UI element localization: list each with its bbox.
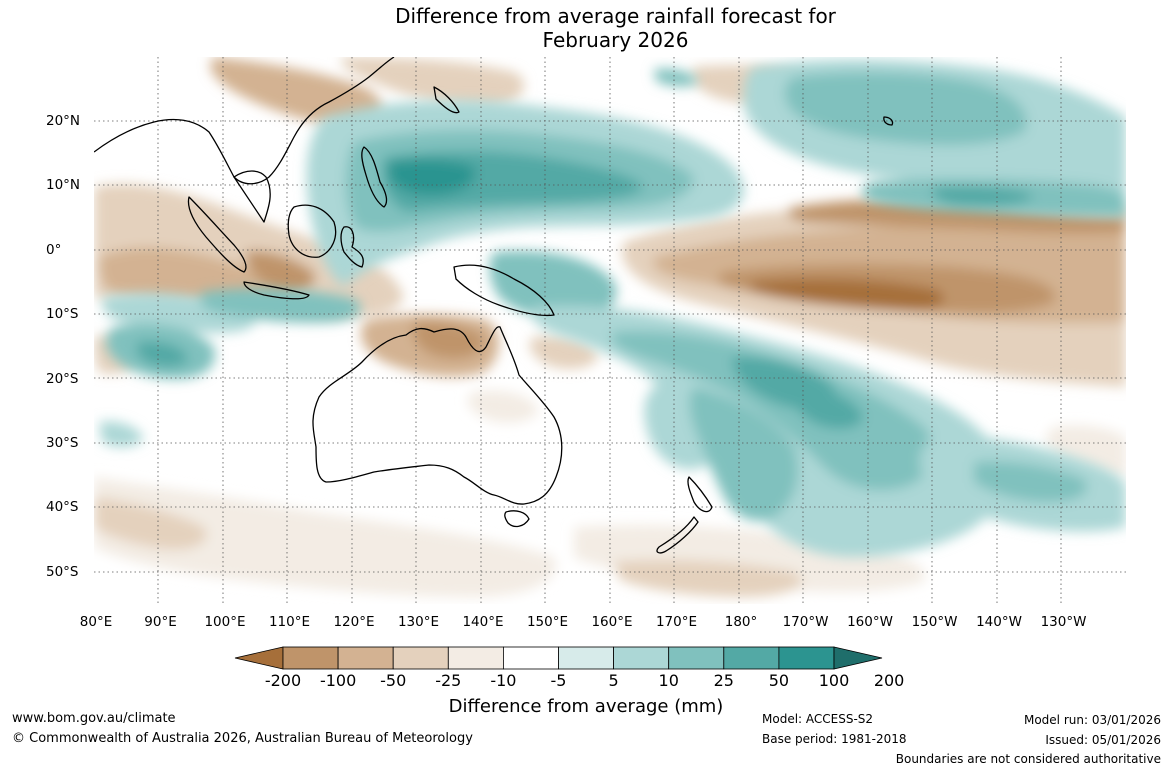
colorbar-tick-label: 100 [818, 671, 850, 690]
latitude-label: 20°N [46, 113, 81, 129]
longitude-label: 160°W [847, 614, 893, 630]
colorbar-tick-label: -10 [490, 671, 517, 690]
colorbar-tick-label: -50 [380, 671, 407, 690]
colorbar-tick-label: 10 [658, 671, 679, 690]
asia-coast [94, 57, 395, 185]
longitude-label: 170°E [655, 614, 698, 630]
colorbar-tick-label: 200 [873, 671, 905, 690]
chart-title: Difference from average rainfall forecas… [0, 4, 1173, 52]
new-zealand-south [656, 516, 699, 554]
colorbar-segment [558, 646, 614, 670]
latitude-label: 10°N [46, 177, 81, 194]
longitude-label: 90°E [144, 614, 177, 630]
rainfall-anomaly-field [94, 57, 1126, 597]
longitude-label: 180° [724, 614, 758, 630]
title-line-2: February 2026 [542, 28, 689, 52]
longitude-label: 80°E [79, 614, 113, 630]
colorbar-segment [392, 646, 449, 670]
latitude-label: 40°S [46, 499, 79, 516]
longitude-label: 100°E [204, 614, 246, 630]
colorbar-extend-high [833, 646, 883, 670]
lat-lon-grid [94, 57, 1126, 604]
model-run-date: Model run: 03/01/2026 [1023, 713, 1161, 727]
colorbar-segment [447, 646, 504, 670]
longitude-label: 140°E [462, 614, 504, 630]
website-link[interactable]: www.bom.gov.au/climate [12, 711, 176, 726]
borneo-coast [287, 204, 337, 258]
colorbar-segment [613, 646, 670, 670]
issued-date: Issued: 05/01/2026 [1045, 733, 1161, 747]
colorbar-tick-label: -100 [319, 671, 357, 690]
colorbar-segment [668, 646, 725, 670]
coastlines [94, 57, 894, 554]
title-line-1: Difference from average rainfall forecas… [395, 4, 836, 28]
rainfall-map [94, 57, 1126, 604]
colorbar-tick-label: -5 [550, 671, 567, 690]
colorbar-segment [778, 646, 835, 670]
indochina-coast [233, 170, 271, 223]
latitude-label: 30°S [46, 435, 79, 451]
sulawesi-coast [340, 226, 364, 268]
latitude-label: 10°S [46, 306, 79, 323]
longitude-label: 160°E [591, 614, 633, 630]
base-period: Base period: 1981-2018 [762, 732, 907, 746]
longitude-label: 110°E [268, 614, 311, 630]
latitude-label: 50°S [46, 563, 79, 580]
colorbar-title: Difference from average (mm) [448, 696, 724, 717]
colorbar-tick-label: -25 [435, 671, 462, 690]
colorbar-tick-label: 5 [608, 671, 619, 690]
colorbar-tick-label: -200 [264, 671, 302, 690]
tasmania-coast [504, 510, 530, 528]
latitude-label: 0° [46, 241, 62, 258]
longitude-label: 170°W [782, 614, 829, 630]
longitude-label: 130°E [397, 614, 440, 630]
colorbar-tick-label: 50 [768, 671, 790, 690]
japan-coast [433, 86, 460, 114]
philippines-coast [361, 146, 388, 208]
colorbar [234, 645, 939, 675]
longitude-label: 120°E [333, 614, 375, 630]
sumatra-coast [187, 196, 247, 273]
australia-coast [312, 326, 563, 505]
colorbar-extend-low [234, 646, 284, 670]
colorbar-segment [282, 646, 339, 670]
colorbar-segment [337, 646, 394, 670]
longitude-label: 150°E [526, 614, 569, 630]
new-zealand-north [687, 476, 713, 513]
colorbar-segment [723, 646, 780, 670]
colorbar-tick-label: 25 [713, 671, 734, 690]
longitude-label: 140°W [976, 614, 1022, 630]
longitude-label: 130°W [1040, 614, 1087, 630]
latitude-label: 20°S [46, 370, 79, 387]
copyright-notice: © Commonwealth of Australia 2026, Austra… [12, 731, 473, 746]
colorbar-segment [502, 646, 559, 670]
model-name: Model: ACCESS-S2 [762, 712, 874, 726]
java-coast [243, 281, 310, 300]
boundaries-disclaimer: Boundaries are not considered authoritat… [895, 752, 1161, 766]
new-guinea-coast [453, 264, 555, 317]
longitude-label: 150°W [911, 614, 958, 630]
hawaii-coast [883, 116, 894, 126]
